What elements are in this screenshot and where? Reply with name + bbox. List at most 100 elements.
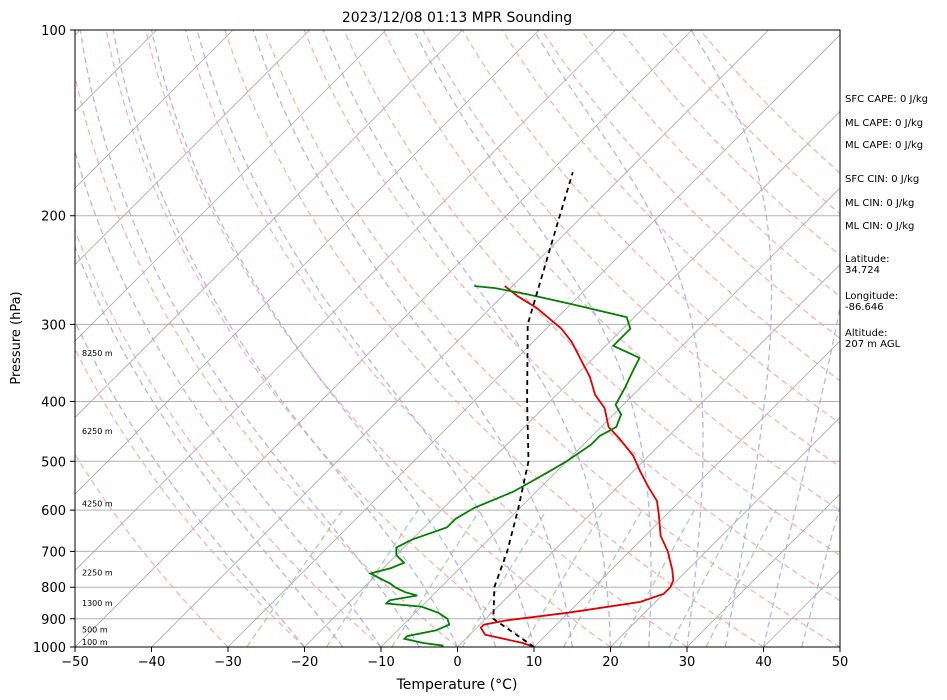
index-text: ML CAPE: 0 J/kg <box>845 140 923 151</box>
height-label: 4250 m <box>82 499 113 508</box>
moist-adiabat <box>196 30 535 647</box>
y-tick-label: 100 <box>41 24 66 39</box>
moist-adiabat <box>413 30 652 647</box>
mixing-ratio-line <box>705 509 777 647</box>
index-text: ML CIN: 0 J/kg <box>845 198 914 209</box>
moist-adiabat <box>690 30 773 647</box>
isotherm-line <box>533 340 840 647</box>
isotherm-line <box>75 30 310 266</box>
isotherm-line <box>610 416 840 647</box>
isotherm-line <box>75 30 540 495</box>
x-tick-label: −20 <box>291 655 318 670</box>
profile-line <box>492 171 574 647</box>
dry-adiabat <box>75 453 229 647</box>
location-label: Altitude: <box>845 328 887 339</box>
moist-adiabat <box>75 244 344 647</box>
dry-adiabat <box>75 73 458 647</box>
mixing-ratio-line <box>618 509 696 647</box>
y-tick-label: 200 <box>41 210 66 225</box>
x-axis-label: Temperature (°C) <box>396 677 518 693</box>
dry-adiabat <box>75 228 382 647</box>
mixing-ratio-line <box>668 509 743 647</box>
isotherm-line <box>151 30 769 647</box>
isotherm-line <box>0 30 4 647</box>
x-tick-label: 50 <box>832 655 849 670</box>
moist-adiabat <box>150 30 497 647</box>
x-tick-label: −10 <box>367 655 394 670</box>
isotherm-line <box>380 187 840 647</box>
x-tick-label: 30 <box>679 655 696 670</box>
y-tick-label: 900 <box>41 613 66 628</box>
x-tick-label: −30 <box>214 655 241 670</box>
index-text: ML CIN: 0 J/kg <box>845 221 914 232</box>
isotherm-line <box>686 493 840 647</box>
isotherm-line <box>75 30 463 419</box>
height-label: 1300 m <box>82 599 113 608</box>
dry-adiabat <box>145 30 611 647</box>
indices-panel: SFC CAPE: 0 J/kg ML CAPE: 0 J/kg ML CAPE: … <box>845 94 928 350</box>
moist-adiabat <box>801 504 840 647</box>
location-label: Latitude: <box>845 254 890 265</box>
moist-adiabat <box>322 30 612 647</box>
isotherm-line <box>75 30 234 189</box>
plot-frame <box>74 29 841 648</box>
profile-line <box>367 285 641 647</box>
y-tick-label: 500 <box>41 455 66 470</box>
y-tick-label: 1000 <box>33 641 66 656</box>
location-value: 34.724 <box>845 265 880 276</box>
y-axis: 100 200 300 400 500 600 700 800 900 1000 <box>33 24 75 656</box>
x-axis: −50 −40 −30 −20 −10 0 10 20 30 40 50 <box>61 647 848 670</box>
profile-line <box>479 285 675 647</box>
isotherm-line <box>304 110 840 647</box>
isotherm-line <box>75 30 693 647</box>
y-tick-label: 800 <box>41 581 66 596</box>
moist-adiabat <box>112 30 459 647</box>
mixing-ratio-line <box>461 509 548 647</box>
height-label: 100 m <box>82 638 108 647</box>
index-text: ML CAPE: 0 J/kg <box>845 118 923 129</box>
x-tick-label: 20 <box>602 655 619 670</box>
mixing-ratio-line <box>325 509 419 647</box>
y-tick-label: 600 <box>41 504 66 519</box>
series-layer <box>367 171 675 647</box>
y-tick-label: 400 <box>41 395 66 410</box>
moist-adiabat <box>533 30 704 647</box>
mixing-ratio-line <box>246 509 344 647</box>
y-axis-label: Pressure (hPa) <box>9 291 24 384</box>
isotherm-line <box>227 34 840 647</box>
y-tick-label: 300 <box>41 318 66 333</box>
height-label: 500 m <box>82 626 108 635</box>
height-label: 8250 m <box>82 349 113 358</box>
index-text: SFC CAPE: 0 J/kg <box>845 94 928 105</box>
mixing-ratio-line <box>522 509 605 647</box>
x-tick-label: 0 <box>453 655 461 670</box>
location-value: -86.646 <box>845 302 884 313</box>
dry-adiabat <box>75 347 305 647</box>
x-tick-label: −40 <box>138 655 165 670</box>
mixing-ratio-line <box>391 509 481 647</box>
isotherm-line <box>75 30 616 572</box>
x-tick-label: 10 <box>526 655 543 670</box>
isotherm-line <box>457 263 840 647</box>
location-value: 207 m AGL <box>845 339 901 350</box>
location-label: Longitude: <box>845 291 898 302</box>
dry-adiabat <box>580 30 840 298</box>
moist-adiabat <box>79 30 420 647</box>
mixing-ratio-line <box>562 509 643 647</box>
moist-adiabat <box>762 304 840 647</box>
y-tick-label: 700 <box>41 545 66 560</box>
dry-adiabat <box>224 30 764 647</box>
x-tick-label: 40 <box>755 655 772 670</box>
background-lines <box>0 30 840 647</box>
isotherm-line <box>75 30 387 342</box>
index-text: SFC CIN: 0 J/kg <box>845 174 919 185</box>
height-label: 6250 m <box>82 427 113 436</box>
dry-adiabat <box>263 30 840 647</box>
moist-adiabat <box>252 30 573 647</box>
chart-title: 2023/12/08 01:13 MPR Sounding <box>342 10 572 26</box>
x-tick-label: −50 <box>61 655 88 670</box>
dry-adiabat <box>105 30 535 647</box>
moist-adiabat <box>75 148 382 647</box>
height-label: 2250 m <box>82 569 113 578</box>
